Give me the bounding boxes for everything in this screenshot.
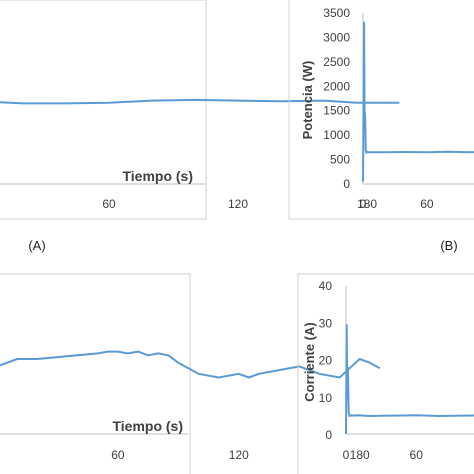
- panel-b-ytick-label: 2500: [323, 55, 350, 69]
- panel-c-xtick-label: 120: [229, 448, 249, 462]
- panel-d-ytick-label: 30: [319, 316, 333, 330]
- panel-b-ytick-label: 1500: [323, 104, 350, 118]
- panel-a-label: (A): [28, 238, 45, 253]
- panel-b-frame: [288, 0, 474, 220]
- panel-b-ytick-label: 1000: [323, 128, 350, 142]
- panel-c-xtick-label: 180: [350, 448, 370, 462]
- panel-d: 0 10 20 30 40 0 60 Corriente (A): [297, 273, 474, 474]
- panel-b-ytick-label: 0: [343, 177, 350, 191]
- panel-c-frame: [0, 273, 191, 474]
- panel-a-xaxis-title: Tiempo (s): [122, 168, 193, 184]
- panel-a-xtick-label: 60: [102, 197, 116, 211]
- panel-b-yaxis-title: Potencia (W): [300, 61, 315, 140]
- panel-b-ytick-label: 3000: [323, 30, 350, 44]
- panel-d-xtick-label: 60: [410, 448, 424, 462]
- panel-a: 60 120 180 Tiempo (s): [0, 0, 400, 220]
- panel-d-yaxis-title: Corriente (A): [302, 322, 317, 401]
- panel-b-plot: 0 500 1000 1500 2000 2500 3000 3500 0 60: [323, 6, 474, 211]
- panel-b-xtick-label: 0: [360, 197, 367, 211]
- panel-c: 0 60 120 180 Tiempo (s): [0, 273, 381, 474]
- panel-a-plot: 60 120 180: [0, 98, 400, 211]
- panel-c-xtick-label: 0: [0, 448, 1, 462]
- panel-b-series-line: [362, 21, 474, 182]
- panel-d-ytick-label: 10: [319, 391, 333, 405]
- panel-c-xtick-label: 60: [111, 448, 125, 462]
- panel-a-xtick-label: 120: [228, 197, 248, 211]
- panel-b-xtick-label: 60: [420, 197, 434, 211]
- panel-c-plot: 0 60 120 180: [0, 350, 381, 462]
- panel-d-xtick-label: 0: [343, 448, 350, 462]
- panel-d-ytick-label: 20: [319, 354, 333, 368]
- panel-a-xtick-label: 180: [357, 197, 377, 211]
- panel-a-series-line: [0, 98, 400, 105]
- panel-b-ytick-label: 500: [330, 153, 350, 167]
- panel-d-frame: [297, 273, 474, 474]
- panel-d-ytick-label: 0: [325, 428, 332, 442]
- panel-d-plot: 0 10 20 30 40 0 60: [319, 279, 474, 462]
- panel-d-ytick-label: 40: [319, 279, 333, 293]
- panel-c-xaxis-title: Tiempo (s): [112, 418, 183, 434]
- panel-b-ytick-label: 3500: [323, 6, 350, 20]
- panel-b-ytick-label: 2000: [323, 79, 350, 93]
- panel-d-series-line: [345, 324, 474, 434]
- panel-b-label: (B): [440, 238, 457, 253]
- panel-c-series-line: [0, 350, 381, 379]
- panel-a-frame: [0, 0, 207, 220]
- panel-b: 0 500 1000 1500 2000 2500 3000 3500 0 60 Potencia…: [288, 0, 474, 220]
